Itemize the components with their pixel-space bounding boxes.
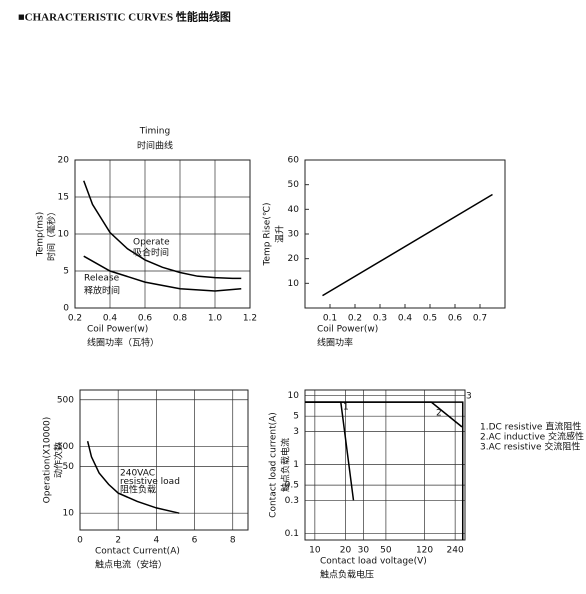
x-tick-label: 0.7 <box>473 314 487 324</box>
series-label: 3 <box>466 392 472 402</box>
y-tick-label: 0.5 <box>285 481 299 491</box>
annotation-text: 240VAC <box>120 469 155 479</box>
plot-frame <box>74 159 251 309</box>
y-tick-label: 5 <box>293 412 299 422</box>
x-tick-label: 10 <box>309 546 321 556</box>
y-tick-label: 1 <box>293 460 299 470</box>
y-tick-label: 500 <box>57 395 74 405</box>
legend-text: 3.AC resistive 交流阻性 <box>480 441 580 453</box>
x-tick-label: 240 <box>447 546 464 556</box>
series-label: Operate <box>133 238 170 248</box>
y-tick-label: 50 <box>288 180 300 190</box>
annotation-text: 阻性负载 <box>120 484 156 496</box>
x-tick-label: 0.4 <box>103 314 118 324</box>
x-tick-label: 0.2 <box>68 314 82 324</box>
y-axis-label-cn: 触点负载电流 <box>280 438 292 492</box>
series-label-cn: 释放时间 <box>84 285 120 297</box>
curve <box>83 180 242 280</box>
y-tick-label: 50 <box>63 462 75 472</box>
x-axis-label: Coil Power(w) <box>317 325 378 335</box>
x-tick-label: 120 <box>416 546 433 556</box>
curve <box>305 401 355 501</box>
y-axis-label: Contact load current(A) <box>269 412 279 518</box>
y-axis-label: Temp Rise(℃) <box>263 203 273 267</box>
chart-subtitle: 时间曲线 <box>137 140 173 152</box>
y-tick-label: 0.3 <box>285 496 299 506</box>
x-tick-label: 0 <box>77 536 83 546</box>
y-tick-label: 3 <box>293 427 299 437</box>
series-label: 2 <box>436 409 442 419</box>
y-axis-label-cn: 动作次数 <box>53 442 65 478</box>
y-tick-label: 0 <box>63 304 69 314</box>
plot-frame <box>304 159 506 309</box>
x-tick-label: 0.6 <box>138 314 153 324</box>
curve <box>322 193 493 297</box>
curve <box>305 401 464 540</box>
y-axis-label-cn: 时间（毫秒） <box>46 207 58 261</box>
x-tick-label: 4 <box>153 536 159 546</box>
x-axis-label: Contact load voltage(V) <box>320 557 427 567</box>
x-tick-label: 50 <box>380 546 392 556</box>
curve <box>86 440 180 514</box>
series-label-cn: 吸合时间 <box>133 247 169 259</box>
x-tick-label: 20 <box>340 546 352 556</box>
x-tick-label: 2 <box>115 536 121 546</box>
y-tick-label: 10 <box>58 230 70 240</box>
curve <box>83 255 242 292</box>
y-tick-label: 10 <box>63 509 75 519</box>
y-tick-label: 40 <box>288 205 300 215</box>
page-title: ■CHARACTERISTIC CURVES 性能曲线图 <box>18 10 231 24</box>
plot-frame <box>304 389 466 541</box>
x-tick-label: 0.5 <box>423 314 437 324</box>
annotation-text: resistive load <box>120 477 180 487</box>
y-tick-label: 60 <box>288 156 300 166</box>
y-tick-label: 0.1 <box>285 529 299 539</box>
series-label: Release <box>84 274 120 284</box>
x-tick-label: 0.3 <box>373 314 387 324</box>
legend-text: 1.DC resistive 直流阻性 <box>480 421 581 433</box>
x-tick-label: 30 <box>358 546 370 556</box>
plot-frame <box>79 389 249 531</box>
x-tick-label: 0.8 <box>173 314 188 324</box>
chart-title: Timing <box>139 127 170 137</box>
y-tick-label: 100 <box>57 442 74 452</box>
x-tick-label: 1.0 <box>208 314 223 324</box>
x-axis-label-cn: 线圈功率 <box>317 337 353 349</box>
x-tick-label: 0.2 <box>348 314 362 324</box>
x-tick-label: 0.4 <box>398 314 413 324</box>
series-label: 1 <box>343 403 349 413</box>
x-axis-label: Coil Power(w) <box>87 325 148 335</box>
y-axis-label: Operation(X10000) <box>43 417 53 504</box>
x-axis-label-cn: 触点电流（安培） <box>95 559 167 571</box>
y-axis-label: Temp(ms) <box>36 212 46 257</box>
y-tick-label: 15 <box>58 193 69 203</box>
x-axis-label: Contact Current(A) <box>95 547 180 557</box>
x-axis-label-cn: 线圈功率（瓦特） <box>87 337 159 349</box>
y-tick-label: 20 <box>288 254 300 264</box>
y-tick-label: 10 <box>288 279 300 289</box>
x-axis-label-cn: 触点负载电压 <box>320 569 374 581</box>
y-tick-label: 5 <box>63 267 69 277</box>
x-tick-label: 6 <box>192 536 198 546</box>
legend-text: 2.AC inductive 交流感性 <box>480 431 584 443</box>
x-tick-label: 8 <box>230 536 236 546</box>
y-tick-label: 10 <box>288 391 300 401</box>
x-tick-label: 0.1 <box>323 314 337 324</box>
x-tick-label: 0.6 <box>448 314 463 324</box>
y-tick-label: 20 <box>58 156 70 166</box>
y-axis-label-cn: 温升 <box>275 225 286 243</box>
y-tick-label: 30 <box>288 230 300 240</box>
x-tick-label: 1.2 <box>243 314 257 324</box>
